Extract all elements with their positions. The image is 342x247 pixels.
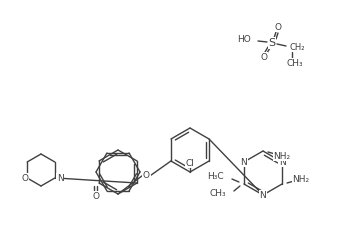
Text: N: N	[260, 190, 266, 200]
Text: CH₃: CH₃	[209, 188, 226, 198]
Text: NH₂: NH₂	[274, 151, 291, 161]
Text: H₃C: H₃C	[207, 171, 224, 181]
Text: CH₃: CH₃	[287, 59, 303, 67]
Text: Cl: Cl	[186, 159, 195, 167]
Text: O: O	[261, 53, 267, 62]
Text: N: N	[240, 158, 247, 166]
Text: HO: HO	[237, 35, 251, 43]
Text: O: O	[92, 192, 100, 201]
Text: O: O	[22, 173, 29, 183]
Text: N: N	[57, 173, 64, 183]
Text: O: O	[275, 22, 281, 32]
Text: NH₂: NH₂	[292, 174, 310, 184]
Text: CH₂: CH₂	[289, 42, 304, 52]
Text: N: N	[279, 158, 286, 166]
Text: O: O	[143, 171, 150, 180]
Text: S: S	[268, 38, 276, 48]
